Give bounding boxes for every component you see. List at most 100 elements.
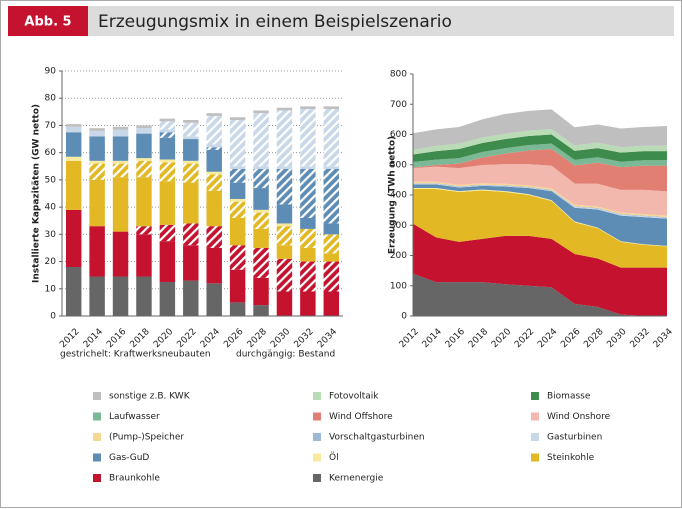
area — [413, 143, 667, 168]
bar-segment — [206, 174, 222, 191]
x-tick-label: 2028 — [582, 327, 605, 350]
bar-segment — [229, 169, 246, 183]
bar-segment — [112, 231, 129, 277]
x-tick-label: 2028 — [246, 327, 269, 350]
bar-segment — [276, 107, 293, 111]
area — [413, 164, 667, 216]
bar-segment — [276, 226, 293, 246]
annotation: durchgängig: Bestand — [236, 350, 335, 360]
bar-segment — [183, 182, 199, 224]
y-tick-label: 40 — [45, 203, 57, 213]
area — [413, 134, 667, 163]
legend-swatch — [93, 433, 101, 441]
bar-segment — [323, 234, 340, 254]
bar-segment — [206, 171, 222, 175]
y-axis-label: Installierte Kapazitäten (GW netto) — [32, 104, 42, 283]
legend-label: Laufwasser — [109, 412, 160, 422]
bar-segment — [159, 181, 176, 225]
x-tick-label: 2022 — [175, 327, 198, 350]
legend-swatch — [531, 412, 539, 421]
legend-label: Kernenergie — [329, 474, 384, 484]
bar-segment — [276, 258, 293, 292]
bar-segment — [112, 136, 129, 161]
label-box — [8, 6, 88, 36]
bar-segment — [229, 166, 246, 169]
bar-segment — [136, 177, 152, 227]
bar-segment — [159, 162, 176, 182]
area — [413, 223, 667, 316]
bar-segment — [89, 226, 105, 277]
bar-segment — [112, 276, 129, 316]
bar-segment — [183, 223, 199, 246]
bar-segment — [65, 132, 82, 157]
y-tick-label: 0 — [401, 312, 407, 322]
bar-segment — [300, 218, 316, 229]
legend-label: Wind Offshore — [329, 412, 393, 422]
legend-swatch — [313, 433, 321, 441]
bar-segment — [229, 218, 246, 246]
bar-segment — [229, 269, 246, 303]
x-tick-label: 2014 — [82, 327, 105, 350]
bar-segment — [323, 109, 340, 167]
bar-segment — [229, 117, 246, 120]
bar-segment — [183, 122, 199, 137]
area — [413, 149, 667, 192]
bar-segment — [89, 160, 105, 164]
bar-segment — [136, 276, 152, 316]
legend-swatch — [93, 474, 101, 482]
bar-segment — [253, 113, 269, 167]
bar-segment — [136, 226, 152, 235]
y-tick-label: 30 — [45, 230, 57, 240]
legend-label: Gas-GuD — [109, 453, 149, 463]
y-tick-label: 10 — [45, 284, 57, 294]
bar-segment — [206, 113, 222, 116]
y-tick-label: 700 — [390, 100, 407, 110]
legend-swatch — [313, 453, 321, 462]
legend-swatch — [313, 474, 321, 482]
bar-segment — [183, 160, 199, 164]
legend-label: Öl — [329, 452, 339, 463]
legend-label: Steinkohle — [547, 453, 595, 463]
y-tick-label: 0 — [50, 312, 56, 322]
y-tick-label: 100 — [390, 281, 407, 291]
bar-segment — [253, 188, 269, 210]
area — [413, 273, 667, 316]
bar-segment — [89, 163, 105, 180]
bar-segment — [159, 224, 176, 242]
y-tick-label: 80 — [45, 94, 57, 104]
bar-segment — [112, 160, 129, 164]
x-tick-label: 2024 — [536, 327, 559, 350]
x-tick-label: 2012 — [58, 327, 81, 350]
bar-segment — [159, 118, 176, 122]
bar-segment — [323, 169, 340, 224]
x-tick-label: 2014 — [421, 327, 444, 350]
bar-segment — [183, 280, 199, 316]
bar-segment — [253, 228, 269, 248]
bar-segment — [300, 166, 316, 169]
bar-segment — [159, 281, 176, 316]
bar-segment — [89, 179, 105, 227]
legend-swatch — [93, 453, 101, 462]
bar-segment — [65, 124, 82, 127]
bar-segment — [300, 291, 316, 316]
bar-segment — [206, 115, 222, 145]
bar-segment — [136, 234, 152, 277]
legend-swatch — [93, 412, 101, 421]
bar-segment — [229, 120, 246, 167]
bar-segment — [253, 110, 269, 114]
bar-segment — [323, 223, 340, 235]
bar-segment — [89, 136, 105, 161]
bar-segment — [276, 245, 293, 259]
bar-segment — [136, 133, 152, 159]
bar-segment — [112, 129, 129, 137]
bar-segment — [206, 247, 222, 284]
bar-segment — [159, 159, 176, 163]
bar-segment — [276, 291, 293, 316]
bar-segment — [136, 128, 152, 134]
bar-segment — [136, 158, 152, 161]
bar-segment — [300, 106, 316, 110]
bar-segment — [206, 144, 222, 148]
bar-segment — [253, 212, 269, 229]
y-tick-label: 50 — [45, 175, 57, 185]
